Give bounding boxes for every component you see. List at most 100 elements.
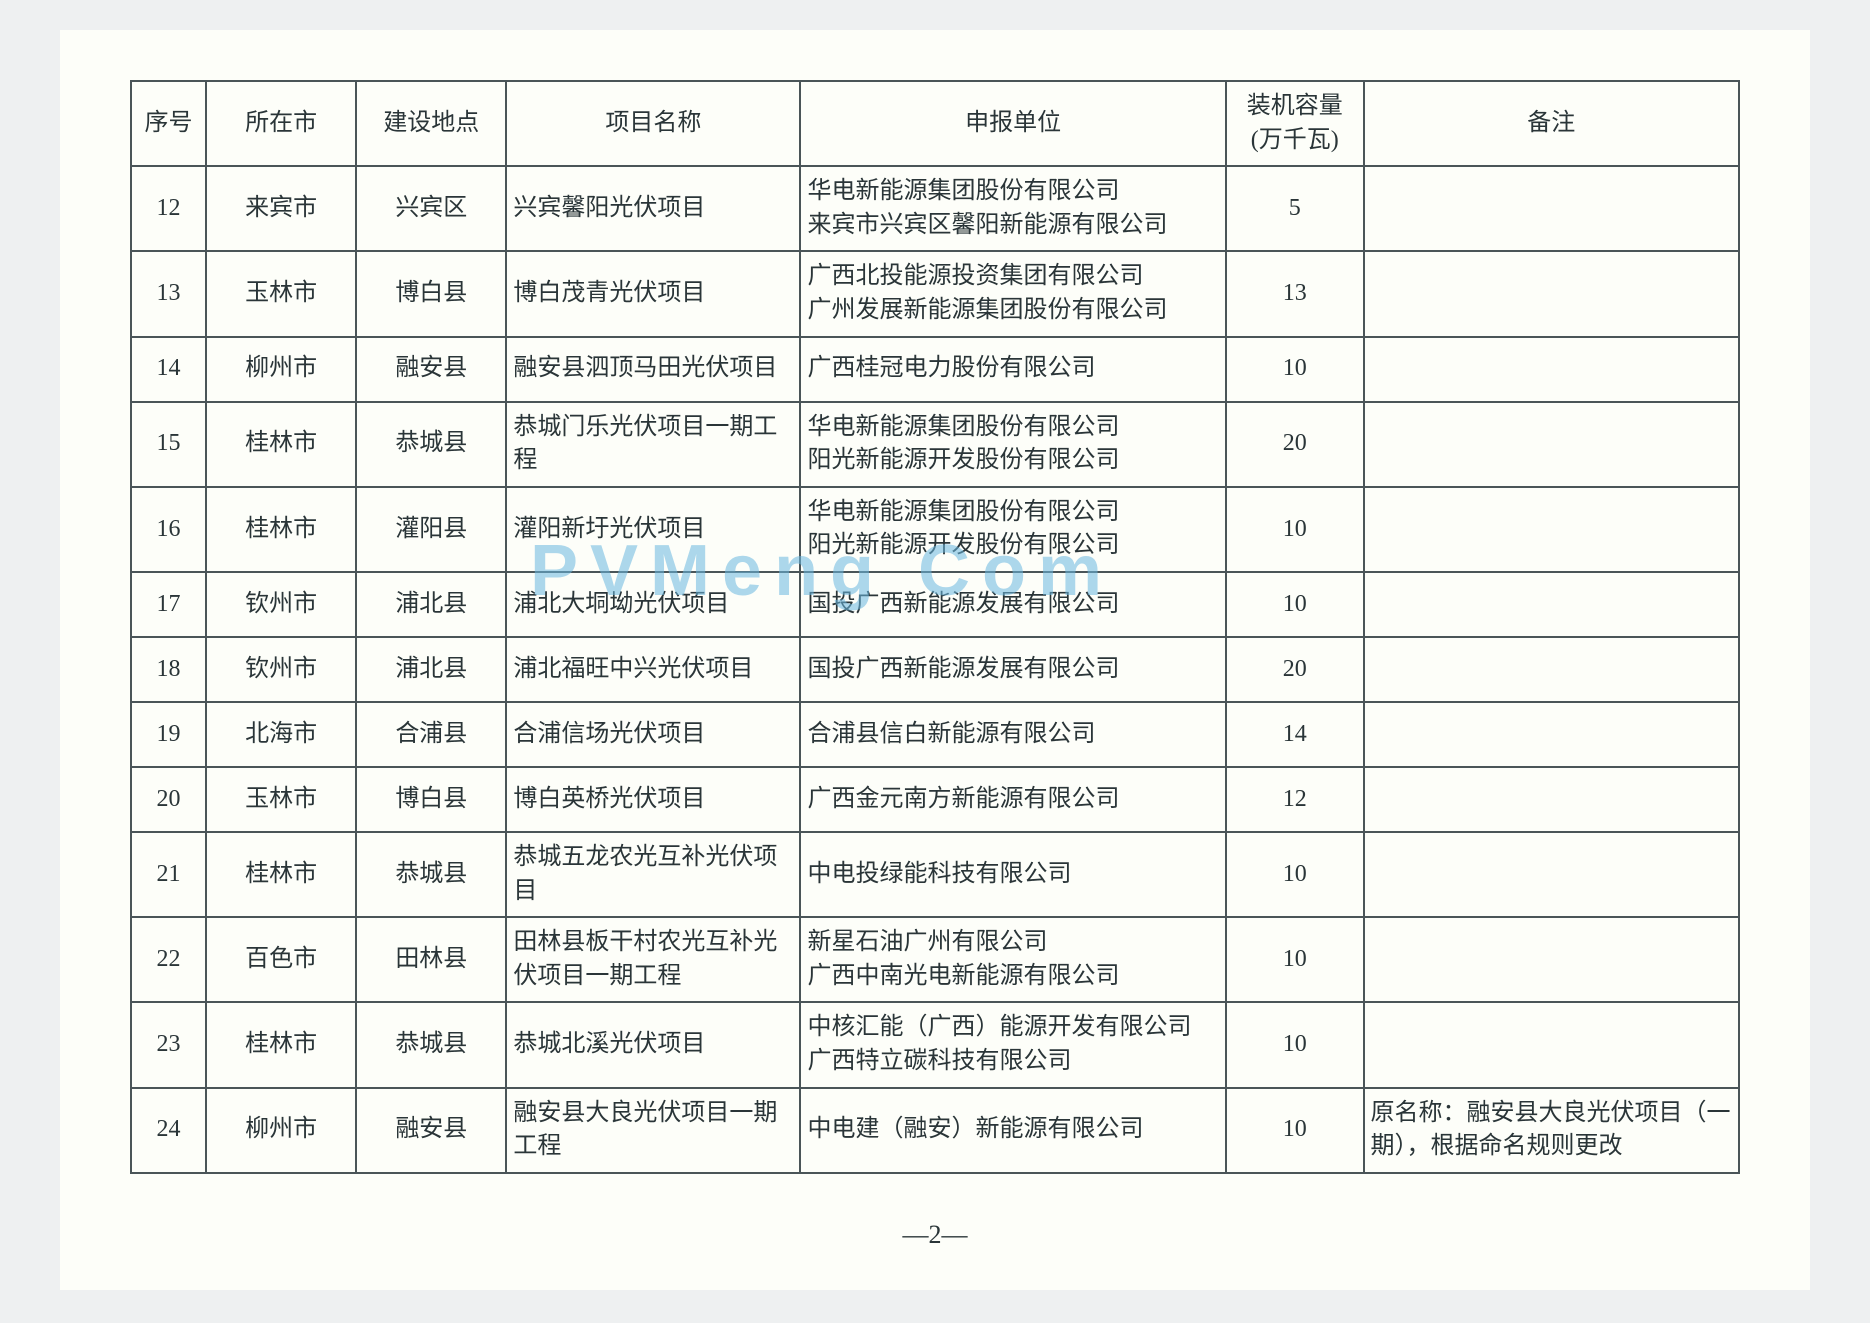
table-cell: 原名称：融安县大良光伏项目（一期），根据命名规则更改 xyxy=(1364,1088,1739,1173)
table-cell: 恭城北溪光伏项目 xyxy=(506,1002,800,1087)
table-cell: 18 xyxy=(131,637,206,702)
table-cell: 中电建（融安）新能源有限公司 xyxy=(800,1088,1225,1173)
table-cell: 华电新能源集团股份有限公司 阳光新能源开发股份有限公司 xyxy=(800,402,1225,487)
table-cell: 博白英桥光伏项目 xyxy=(506,767,800,832)
table-header: 序号 所在市 建设地点 项目名称 申报单位 装机容量 (万千瓦) 备注 xyxy=(131,81,1739,166)
table-cell: 16 xyxy=(131,487,206,572)
table-cell xyxy=(1364,337,1739,402)
table-cell: 田林县 xyxy=(356,917,506,1002)
table-cell: 柳州市 xyxy=(206,1088,356,1173)
page-number: —2— xyxy=(903,1220,968,1250)
table-cell: 24 xyxy=(131,1088,206,1173)
table-cell: 广西金元南方新能源有限公司 xyxy=(800,767,1225,832)
table-cell: 10 xyxy=(1226,337,1364,402)
header-remark: 备注 xyxy=(1364,81,1739,166)
table-cell: 19 xyxy=(131,702,206,767)
table-cell xyxy=(1364,1002,1739,1087)
header-project: 项目名称 xyxy=(506,81,800,166)
table-row: 19北海市合浦县合浦信场光伏项目合浦县信白新能源有限公司14 xyxy=(131,702,1739,767)
table-cell: 恭城县 xyxy=(356,832,506,917)
table-cell xyxy=(1364,487,1739,572)
table-row: 18钦州市浦北县浦北福旺中兴光伏项目国投广西新能源发展有限公司20 xyxy=(131,637,1739,702)
table-row: 23桂林市恭城县恭城北溪光伏项目中核汇能（广西）能源开发有限公司 广西特立碳科技… xyxy=(131,1002,1739,1087)
table-cell: 23 xyxy=(131,1002,206,1087)
table-cell: 国投广西新能源发展有限公司 xyxy=(800,637,1225,702)
table-cell xyxy=(1364,832,1739,917)
table-cell: 恭城县 xyxy=(356,1002,506,1087)
table-cell xyxy=(1364,767,1739,832)
table-cell: 新星石油广州有限公司 广西中南光电新能源有限公司 xyxy=(800,917,1225,1002)
table-cell: 中电投绿能科技有限公司 xyxy=(800,832,1225,917)
table-cell: 广西北投能源投资集团有限公司 广州发展新能源集团股份有限公司 xyxy=(800,251,1225,336)
table-cell: 融安县泗顶马田光伏项目 xyxy=(506,337,800,402)
table-cell: 灌阳新圩光伏项目 xyxy=(506,487,800,572)
table-cell: 浦北县 xyxy=(356,572,506,637)
table-cell: 桂林市 xyxy=(206,1002,356,1087)
table-cell: 20 xyxy=(131,767,206,832)
table-cell: 合浦信场光伏项目 xyxy=(506,702,800,767)
header-location: 建设地点 xyxy=(356,81,506,166)
table-row: 21桂林市恭城县恭城五龙农光互补光伏项目中电投绿能科技有限公司10 xyxy=(131,832,1739,917)
table-cell: 浦北县 xyxy=(356,637,506,702)
table-row: 12来宾市兴宾区兴宾馨阳光伏项目华电新能源集团股份有限公司 来宾市兴宾区馨阳新能… xyxy=(131,166,1739,251)
table-cell xyxy=(1364,166,1739,251)
table-cell: 10 xyxy=(1226,1002,1364,1087)
table-cell: 玉林市 xyxy=(206,251,356,336)
table-row: 22百色市田林县田林县板干村农光互补光伏项目一期工程新星石油广州有限公司 广西中… xyxy=(131,917,1739,1002)
table-cell: 13 xyxy=(1226,251,1364,336)
table-cell: 中核汇能（广西）能源开发有限公司 广西特立碳科技有限公司 xyxy=(800,1002,1225,1087)
table-cell: 桂林市 xyxy=(206,402,356,487)
table-row: 14柳州市融安县融安县泗顶马田光伏项目广西桂冠电力股份有限公司10 xyxy=(131,337,1739,402)
table-cell: 博白茂青光伏项目 xyxy=(506,251,800,336)
table-row: 24柳州市融安县融安县大良光伏项目一期工程中电建（融安）新能源有限公司10原名称… xyxy=(131,1088,1739,1173)
table-cell: 钦州市 xyxy=(206,637,356,702)
table-row: 15桂林市恭城县恭城门乐光伏项目一期工程华电新能源集团股份有限公司 阳光新能源开… xyxy=(131,402,1739,487)
table-cell xyxy=(1364,402,1739,487)
table-cell: 百色市 xyxy=(206,917,356,1002)
table-cell: 12 xyxy=(131,166,206,251)
table-cell: 15 xyxy=(131,402,206,487)
table-body: 12来宾市兴宾区兴宾馨阳光伏项目华电新能源集团股份有限公司 来宾市兴宾区馨阳新能… xyxy=(131,166,1739,1173)
table-cell: 融安县 xyxy=(356,1088,506,1173)
table-cell: 10 xyxy=(1226,487,1364,572)
table-cell: 12 xyxy=(1226,767,1364,832)
table-cell xyxy=(1364,637,1739,702)
table-cell: 恭城门乐光伏项目一期工程 xyxy=(506,402,800,487)
header-capacity: 装机容量 (万千瓦) xyxy=(1226,81,1364,166)
table-cell: 浦北福旺中兴光伏项目 xyxy=(506,637,800,702)
table-cell: 合浦县信白新能源有限公司 xyxy=(800,702,1225,767)
table-row: 16桂林市灌阳县灌阳新圩光伏项目华电新能源集团股份有限公司 阳光新能源开发股份有… xyxy=(131,487,1739,572)
table-container: 序号 所在市 建设地点 项目名称 申报单位 装机容量 (万千瓦) 备注 12来宾… xyxy=(130,80,1740,1174)
table-cell: 恭城县 xyxy=(356,402,506,487)
table-row: 20玉林市博白县博白英桥光伏项目广西金元南方新能源有限公司12 xyxy=(131,767,1739,832)
table-cell: 桂林市 xyxy=(206,487,356,572)
table-cell: 华电新能源集团股份有限公司 阳光新能源开发股份有限公司 xyxy=(800,487,1225,572)
table-cell: 玉林市 xyxy=(206,767,356,832)
table-cell xyxy=(1364,251,1739,336)
table-cell: 来宾市 xyxy=(206,166,356,251)
table-cell: 20 xyxy=(1226,402,1364,487)
table-cell: 14 xyxy=(131,337,206,402)
table-cell: 10 xyxy=(1226,917,1364,1002)
table-cell: 兴宾区 xyxy=(356,166,506,251)
header-row: 序号 所在市 建设地点 项目名称 申报单位 装机容量 (万千瓦) 备注 xyxy=(131,81,1739,166)
table-cell: 13 xyxy=(131,251,206,336)
document-page: 序号 所在市 建设地点 项目名称 申报单位 装机容量 (万千瓦) 备注 12来宾… xyxy=(60,30,1810,1290)
table-cell: 10 xyxy=(1226,572,1364,637)
projects-table: 序号 所在市 建设地点 项目名称 申报单位 装机容量 (万千瓦) 备注 12来宾… xyxy=(130,80,1740,1174)
table-row: 13玉林市博白县博白茂青光伏项目广西北投能源投资集团有限公司 广州发展新能源集团… xyxy=(131,251,1739,336)
table-cell: 5 xyxy=(1226,166,1364,251)
table-cell: 20 xyxy=(1226,637,1364,702)
header-city: 所在市 xyxy=(206,81,356,166)
table-cell xyxy=(1364,572,1739,637)
table-cell: 钦州市 xyxy=(206,572,356,637)
table-cell: 10 xyxy=(1226,832,1364,917)
table-cell: 华电新能源集团股份有限公司 来宾市兴宾区馨阳新能源有限公司 xyxy=(800,166,1225,251)
table-cell: 博白县 xyxy=(356,251,506,336)
table-row: 17钦州市浦北县浦北大垌坳光伏项目国投广西新能源发展有限公司10 xyxy=(131,572,1739,637)
table-cell: 浦北大垌坳光伏项目 xyxy=(506,572,800,637)
table-cell: 22 xyxy=(131,917,206,1002)
table-cell: 柳州市 xyxy=(206,337,356,402)
table-cell: 桂林市 xyxy=(206,832,356,917)
table-cell xyxy=(1364,702,1739,767)
